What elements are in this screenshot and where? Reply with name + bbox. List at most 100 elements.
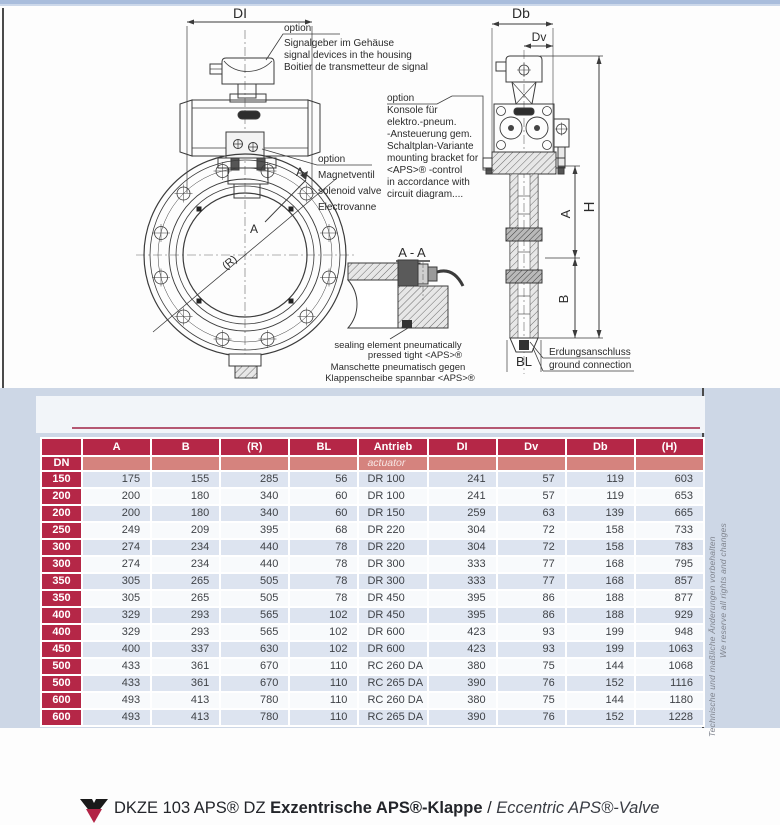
data-cell: DR 100 (359, 472, 427, 487)
ground-note: Erdungsanschluss ground connection (549, 347, 631, 371)
header-db: Db (566, 439, 634, 455)
brand-logo (80, 799, 108, 823)
data-cell: 293 (152, 608, 220, 623)
data-cell: 285 (221, 472, 289, 487)
product-name-de: Exzentrische APS®-Klappe (270, 799, 483, 817)
data-cell: 110 (290, 693, 358, 708)
svg-text:Konsole für: Konsole für (387, 105, 438, 116)
data-cell: 188 (566, 591, 634, 606)
svg-text:mounting bracket for: mounting bracket for (387, 153, 479, 164)
header-dv: Dv (497, 439, 565, 455)
data-cell: 188 (566, 608, 634, 623)
data-cell: 93 (497, 625, 565, 640)
page-top-strip-light (0, 4, 780, 6)
data-cell: 158 (566, 523, 634, 538)
data-cell: 57 (497, 472, 565, 487)
data-cell: 199 (566, 642, 634, 657)
table-row: 450 400 337 630 102 DR 600 423 93 199 1063 (42, 642, 703, 657)
valve-drawings: DI (R) A A option Signalgeber im Gehäuse… (136, 5, 634, 384)
product-code: DKZE 103 APS® DZ (114, 799, 266, 817)
data-cell: 76 (497, 676, 565, 691)
dim-di-label: DI (233, 6, 247, 21)
data-cell: 265 (152, 574, 220, 589)
table-row: 300 274 234 440 78 DR 220 304 72 158 783 (42, 540, 703, 555)
data-cell: 274 (83, 557, 151, 572)
data-cell: 433 (83, 676, 151, 691)
data-cell: 440 (221, 540, 289, 555)
data-cell: 783 (635, 540, 703, 555)
data-cell: 110 (290, 710, 358, 725)
page-title: DKZE 103 APS® DZ Exzentrische APS®-Klapp… (114, 799, 659, 818)
data-cell: 665 (635, 506, 703, 521)
data-cell: 333 (428, 574, 496, 589)
data-cell: 102 (290, 642, 358, 657)
dimension-table: A B (R) BL Antrieb DI Dv Db (H) DN actua… (40, 437, 705, 727)
dn-header: DN (42, 457, 81, 470)
data-cell: 305 (83, 591, 151, 606)
dn-cell: 400 (42, 625, 81, 640)
svg-text:ground connection: ground connection (549, 360, 631, 371)
data-cell: 72 (497, 523, 565, 538)
table-row: 350 305 265 505 78 DR 450 395 86 188 877 (42, 591, 703, 606)
svg-text:elektro.-pneum.: elektro.-pneum. (387, 117, 456, 128)
data-cell: 337 (152, 642, 220, 657)
data-cell: 1228 (635, 710, 703, 725)
data-cell: RC 260 DA (359, 693, 427, 708)
data-cell: 329 (83, 625, 151, 640)
svg-text:Signalgeber im Gehäuse: Signalgeber im Gehäuse (284, 38, 395, 49)
data-cell: 400 (83, 642, 151, 657)
data-cell: 423 (428, 642, 496, 657)
dn-cell: 300 (42, 540, 81, 555)
data-cell: 168 (566, 557, 634, 572)
svg-text:Erdungsanschluss: Erdungsanschluss (549, 347, 631, 358)
data-cell: 77 (497, 557, 565, 572)
data-cell: 857 (635, 574, 703, 589)
data-cell: 78 (290, 591, 358, 606)
dn-cell: 500 (42, 676, 81, 691)
data-cell: 304 (428, 523, 496, 538)
data-cell: 505 (221, 591, 289, 606)
console-note: option Konsole für elektro.-pneum. -Anst… (387, 93, 479, 200)
data-cell: 144 (566, 659, 634, 674)
header-b: B (152, 439, 220, 455)
data-cell: 440 (221, 557, 289, 572)
data-cell: 795 (635, 557, 703, 572)
title-underline (72, 427, 700, 429)
table-row: 400 329 293 565 102 DR 600 423 93 199 948 (42, 625, 703, 640)
data-cell: 77 (497, 574, 565, 589)
data-cell: 60 (290, 489, 358, 504)
table-row: 200 200 180 340 60 DR 150 259 63 139 665 (42, 506, 703, 521)
dim-bl-label: BL (516, 354, 532, 369)
dn-cell: 200 (42, 506, 81, 521)
data-cell: 413 (152, 710, 220, 725)
dn-cell: 350 (42, 574, 81, 589)
data-cell: 380 (428, 659, 496, 674)
data-cell: 72 (497, 540, 565, 555)
data-cell: 1116 (635, 676, 703, 691)
data-cell: 78 (290, 574, 358, 589)
dn-cell: 350 (42, 591, 81, 606)
data-cell: DR 220 (359, 523, 427, 538)
product-name-en: Eccentric APS®-Valve (496, 799, 660, 817)
data-cell: 180 (152, 506, 220, 521)
data-cell: 340 (221, 489, 289, 504)
data-cell: 158 (566, 540, 634, 555)
header-r: (R) (221, 439, 289, 455)
data-cell: 78 (290, 540, 358, 555)
data-cell: 241 (428, 472, 496, 487)
section-title: A - A (398, 245, 426, 260)
table-row: 600 493 413 780 110 RC 260 DA 380 75 144 1180 (42, 693, 703, 708)
svg-text:Boitier de transmetteur de sig: Boitier de transmetteur de signal (284, 62, 428, 73)
section-a-label-bottom: A (250, 222, 258, 236)
data-cell: 241 (428, 489, 496, 504)
data-cell: 274 (83, 540, 151, 555)
data-cell: 152 (566, 710, 634, 725)
header-bl: BL (290, 439, 358, 455)
table-row: 600 493 413 780 110 RC 265 DA 390 76 152 1228 (42, 710, 703, 725)
data-cell: 234 (152, 557, 220, 572)
svg-text:Manschette pneumatisch gegen: Manschette pneumatisch gegen (331, 362, 466, 373)
data-cell: RC 265 DA (359, 676, 427, 691)
data-cell: 340 (221, 506, 289, 521)
dim-dv-label: Dv (532, 30, 547, 44)
technical-drawing-area: DI (R) A A option Signalgeber im Gehäuse… (0, 5, 780, 388)
